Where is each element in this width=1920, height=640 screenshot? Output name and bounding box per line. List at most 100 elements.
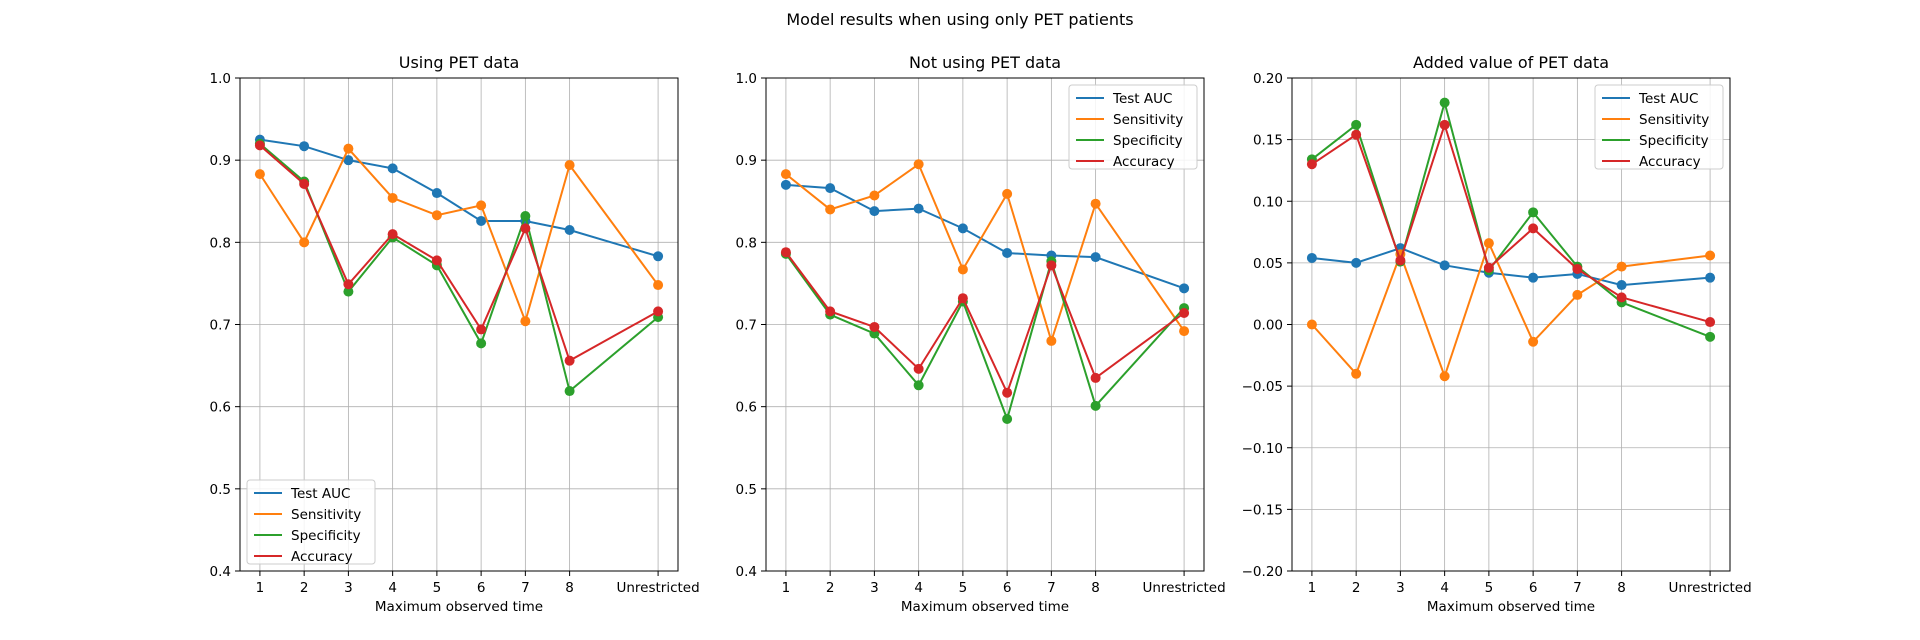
y-tick-label: 0.6 bbox=[736, 400, 757, 416]
legend-box bbox=[246, 479, 376, 565]
legend-label: Test AUC bbox=[290, 486, 350, 502]
data-point-accuracy bbox=[1306, 159, 1317, 170]
data-point-sensitivity bbox=[1483, 238, 1494, 249]
x-tick-label: 8 bbox=[1091, 580, 1100, 596]
data-point-test-auc bbox=[431, 188, 442, 199]
data-point-sensitivity bbox=[1572, 289, 1583, 300]
data-point-specificity bbox=[564, 386, 575, 397]
x-axis-label: Maximum observed time bbox=[901, 599, 1069, 615]
data-point-sensitivity bbox=[1351, 368, 1362, 379]
x-tick-label: 7 bbox=[1047, 580, 1056, 596]
x-tick-label: 3 bbox=[1396, 580, 1405, 596]
legend-label: Sensitivity bbox=[1113, 112, 1183, 128]
x-axis-label: Maximum observed time bbox=[375, 599, 543, 615]
data-point-accuracy bbox=[431, 255, 442, 266]
data-point-sensitivity bbox=[1528, 336, 1539, 347]
data-point-specificity bbox=[343, 286, 354, 297]
legend-label: Specificity bbox=[1113, 133, 1183, 149]
y-tick-label: −0.05 bbox=[1242, 379, 1283, 395]
y-tick-label: 0.4 bbox=[210, 564, 231, 580]
data-point-sensitivity bbox=[825, 204, 836, 215]
legend-label: Specificity bbox=[1639, 133, 1709, 149]
x-tick-label: 5 bbox=[433, 580, 442, 596]
x-tick-label: 2 bbox=[826, 580, 835, 596]
data-point-accuracy bbox=[520, 223, 531, 234]
data-point-specificity bbox=[1439, 97, 1450, 108]
data-point-specificity bbox=[1351, 119, 1362, 130]
data-point-sensitivity bbox=[1179, 326, 1190, 337]
data-point-test-auc bbox=[1439, 260, 1450, 271]
legend-box bbox=[1068, 84, 1198, 170]
data-point-accuracy bbox=[254, 140, 265, 151]
data-point-test-auc bbox=[825, 183, 836, 194]
data-point-sensitivity bbox=[520, 316, 531, 327]
y-tick-label: 0.9 bbox=[736, 153, 757, 169]
data-point-test-auc bbox=[299, 141, 310, 152]
data-point-test-auc bbox=[343, 155, 354, 166]
data-point-specificity bbox=[1528, 207, 1539, 218]
data-point-sensitivity bbox=[913, 159, 924, 170]
data-point-test-auc bbox=[1705, 272, 1716, 283]
data-point-specificity bbox=[913, 380, 924, 391]
series-line-accuracy bbox=[785, 251, 1185, 396]
x-tick-label: Unrestricted bbox=[616, 580, 699, 596]
data-point-specificity bbox=[1705, 331, 1716, 342]
x-tick-label: 1 bbox=[256, 580, 265, 596]
x-tick-label: 7 bbox=[521, 580, 530, 596]
legend-label: Accuracy bbox=[291, 549, 353, 565]
y-tick-label: 0.10 bbox=[1253, 194, 1283, 210]
data-point-test-auc bbox=[653, 251, 664, 262]
data-point-accuracy bbox=[780, 247, 791, 258]
data-point-accuracy bbox=[869, 321, 880, 332]
x-tick-label: 7 bbox=[1573, 580, 1582, 596]
data-point-accuracy bbox=[1395, 255, 1406, 266]
x-tick-label: 8 bbox=[565, 580, 574, 596]
series-line-sensitivity bbox=[785, 162, 1185, 345]
y-tick-label: 1.0 bbox=[210, 71, 231, 87]
data-point-sensitivity bbox=[957, 264, 968, 275]
data-point-accuracy bbox=[564, 355, 575, 366]
y-tick-label: 0.6 bbox=[210, 400, 231, 416]
data-point-sensitivity bbox=[299, 237, 310, 248]
data-point-test-auc bbox=[869, 206, 880, 217]
data-point-sensitivity bbox=[476, 200, 487, 211]
chart-panels: 1 2 3 4 5 6 7 8 Unrestricted 0.4 0.5 0.6 0.7 0.8 0.9 1.… bbox=[210, 53, 1752, 615]
data-point-accuracy bbox=[1616, 292, 1627, 303]
x-tick-label: 6 bbox=[477, 580, 486, 596]
data-point-specificity bbox=[520, 211, 531, 222]
x-axis-label: Maximum observed time bbox=[1427, 599, 1595, 615]
x-tick-label: 3 bbox=[344, 580, 353, 596]
x-tick-label: 6 bbox=[1003, 580, 1012, 596]
y-tick-label: 0.4 bbox=[736, 564, 757, 580]
data-point-accuracy bbox=[1572, 264, 1583, 275]
data-point-sensitivity bbox=[343, 143, 354, 154]
chart-panel-2: 1 2 3 4 5 6 7 8 Unrestricted 0.4 0.5 0.6 0.7 0.8 0.9 1.… bbox=[736, 53, 1226, 615]
data-point-accuracy bbox=[825, 306, 836, 317]
x-tick-label: 1 bbox=[782, 580, 791, 596]
y-tick-label: 0.7 bbox=[736, 318, 757, 334]
data-point-accuracy bbox=[1090, 372, 1101, 383]
data-point-accuracy bbox=[1483, 262, 1494, 273]
x-tick-label: 8 bbox=[1617, 580, 1626, 596]
x-tick-label: 4 bbox=[1440, 580, 1449, 596]
data-point-test-auc bbox=[913, 203, 924, 214]
data-point-accuracy bbox=[1002, 387, 1013, 398]
legend-label: Sensitivity bbox=[1639, 112, 1709, 128]
data-point-sensitivity bbox=[869, 190, 880, 201]
y-tick-label: 0.8 bbox=[210, 235, 231, 251]
data-point-sensitivity bbox=[1616, 261, 1627, 272]
figure-title: Model results when using only PET patien… bbox=[786, 10, 1133, 29]
y-tick-label: −0.15 bbox=[1242, 502, 1283, 518]
data-point-sensitivity bbox=[431, 210, 442, 221]
series-line-accuracy bbox=[259, 144, 659, 363]
data-point-sensitivity bbox=[1046, 335, 1057, 346]
data-point-accuracy bbox=[476, 324, 487, 335]
data-point-test-auc bbox=[1002, 248, 1013, 259]
data-point-test-auc bbox=[1090, 252, 1101, 263]
data-point-accuracy bbox=[957, 293, 968, 304]
data-point-accuracy bbox=[1351, 129, 1362, 140]
y-tick-label: 0.7 bbox=[210, 318, 231, 334]
chart-panel-3: 1 2 3 4 5 6 7 8 Unrestricted −0.20 −0.15 −0.10 −0.05… bbox=[1242, 53, 1752, 615]
panel-title: Added value of PET data bbox=[1413, 53, 1609, 72]
legend-box bbox=[1594, 84, 1724, 170]
